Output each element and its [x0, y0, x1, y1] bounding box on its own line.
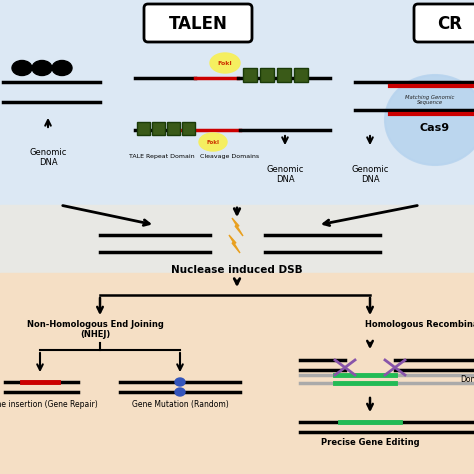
Ellipse shape: [175, 388, 185, 396]
Text: Gene Mutation (Random): Gene Mutation (Random): [132, 400, 228, 409]
Bar: [0, 273, 474, 474]
Text: FokI: FokI: [218, 61, 232, 65]
Ellipse shape: [210, 53, 240, 73]
Text: Nuclease induced DSB: Nuclease induced DSB: [171, 265, 303, 275]
Text: Matching Genomic
Sequence: Matching Genomic Sequence: [405, 95, 455, 105]
FancyBboxPatch shape: [144, 4, 252, 42]
Text: Homologous Recombination (HR): Homologous Recombination (HR): [365, 320, 474, 329]
Text: TALE Repeat Domain: TALE Repeat Domain: [129, 154, 195, 159]
Bar: [167, 122, 180, 135]
Text: Genomic
DNA: Genomic DNA: [351, 165, 389, 184]
Bar: [152, 122, 165, 135]
Bar: [277, 68, 291, 82]
Text: CR: CR: [438, 15, 463, 33]
Text: Genomic
DNA: Genomic DNA: [266, 165, 304, 184]
Ellipse shape: [52, 61, 72, 75]
Bar: [0, 0, 474, 205]
Bar: [294, 68, 308, 82]
Text: Gene insertion (Gene Repair): Gene insertion (Gene Repair): [0, 400, 98, 409]
Bar: [243, 68, 257, 82]
Text: Cas9: Cas9: [420, 123, 450, 133]
Bar: [0, 205, 474, 273]
Ellipse shape: [199, 133, 227, 151]
Ellipse shape: [32, 61, 52, 75]
Polygon shape: [229, 235, 240, 253]
Text: Non-Homologous End Joining
(NHEJ): Non-Homologous End Joining (NHEJ): [27, 320, 164, 339]
FancyBboxPatch shape: [414, 4, 474, 42]
Text: FokI: FokI: [207, 139, 219, 145]
Text: TALEN: TALEN: [169, 15, 228, 33]
Bar: [260, 68, 274, 82]
Bar: [137, 122, 150, 135]
Ellipse shape: [385, 75, 474, 165]
Text: Genomic
DNA: Genomic DNA: [29, 148, 67, 167]
Text: Dona: Dona: [460, 374, 474, 383]
Text: Precise Gene Editing: Precise Gene Editing: [321, 438, 419, 447]
Bar: [182, 122, 195, 135]
Ellipse shape: [12, 61, 32, 75]
Ellipse shape: [175, 378, 185, 386]
Polygon shape: [232, 218, 243, 236]
Text: Cleavage Domains: Cleavage Domains: [201, 154, 260, 159]
